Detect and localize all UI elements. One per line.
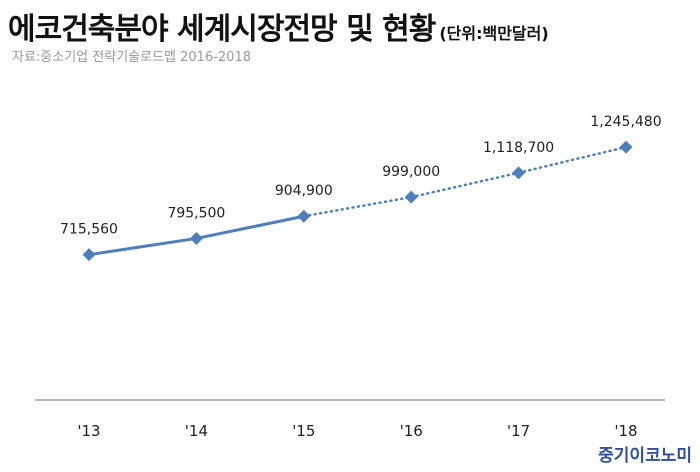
data-point-2 [189, 231, 203, 245]
series-segment-3 [302, 195, 413, 218]
x-tick-label-2: '14 [185, 422, 208, 440]
data-label-6: 1,245,480 [590, 114, 661, 130]
series-segment-2 [194, 214, 306, 240]
data-point-3 [297, 209, 311, 223]
series-segment-4 [409, 171, 520, 199]
unit-label: (단위:백만달러) [439, 24, 549, 43]
x-tick-label-4: '16 [400, 422, 423, 440]
x-tick-label-5: '17 [507, 422, 530, 440]
series-segment-5 [517, 145, 628, 175]
x-tick-label-1: '13 [77, 422, 100, 440]
data-point-5 [512, 166, 526, 180]
data-point-4 [404, 190, 418, 204]
data-label-2: 795,500 [167, 205, 225, 221]
x-tick-label-6: '18 [614, 422, 637, 440]
title-row: 에코건축분야 세계시장전망 및 현황 (단위:백만달러) [8, 4, 549, 48]
x-tick-label-3: '15 [292, 422, 315, 440]
chart-title: 에코건축분야 세계시장전망 및 현황 [8, 12, 436, 47]
data-point-6 [619, 140, 633, 154]
series-segment-1 [87, 236, 198, 257]
data-label-4: 999,000 [382, 164, 440, 180]
data-label-3: 904,900 [275, 183, 333, 199]
brand-logo: 중기이코노미 [598, 446, 692, 466]
data-label-1: 715,560 [60, 222, 118, 238]
source-note: 자료:중소기업 전략기술로드맵 2016-2018 [12, 50, 251, 65]
data-point-1 [82, 248, 96, 262]
data-label-5: 1,118,700 [483, 140, 554, 156]
